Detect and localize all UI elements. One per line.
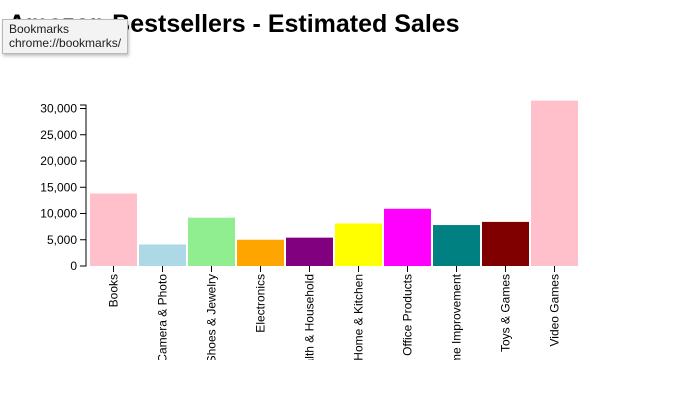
x-tick-label: Books — [107, 274, 121, 307]
bar-camera-photo[interactable] — [139, 244, 186, 266]
y-tick-label: 15,000 — [40, 180, 77, 194]
x-tick-label: Toys & Games — [499, 274, 513, 352]
x-tick-label: Camera & Photo — [156, 274, 170, 363]
y-tick-label: 0 — [70, 259, 77, 273]
bar-toys-games[interactable] — [482, 221, 529, 266]
x-axis: Books Camera & Photo Clothing, Shoes & Jew… — [107, 266, 562, 414]
bar-books[interactable] — [90, 193, 137, 266]
y-tick-label: 30,000 — [40, 102, 77, 116]
tooltip-url: chrome://bookmarks/ — [9, 36, 122, 50]
y-tick-label: 5,000 — [47, 233, 77, 247]
tooltip-title: Bookmarks — [9, 22, 70, 36]
bookmarks-tooltip: Bookmarks chrome://bookmarks/ — [2, 19, 129, 54]
bar-video-games[interactable] — [531, 100, 578, 266]
y-axis: 0 5,000 10,000 15,000 20,000 25,000 30,000 — [40, 102, 87, 273]
y-tick-label: 25,000 — [40, 128, 77, 142]
x-tick-label: Health & Household — [303, 274, 317, 381]
bars-group — [90, 100, 578, 266]
y-tick-label: 10,000 — [40, 207, 77, 221]
y-axis-line — [80, 104, 87, 267]
bar-office-products[interactable] — [384, 208, 431, 266]
x-tick-label: Electronics — [254, 274, 268, 333]
bar-home-improvement[interactable] — [433, 225, 480, 266]
x-tick-label: Clothing, Shoes & Jewelry — [205, 274, 219, 414]
x-tick-label: Home & Kitchen — [352, 274, 366, 361]
y-tick-label: 20,000 — [40, 154, 77, 168]
x-tick-label: Home Improvement — [450, 273, 464, 379]
bar-home-kitchen[interactable] — [335, 223, 382, 266]
x-tick-label: Video Games — [548, 274, 562, 347]
x-tick-label: Office Products — [401, 274, 415, 356]
bar-clothing-shoes-jewelry[interactable] — [188, 217, 235, 266]
bar-health-household[interactable] — [286, 237, 333, 266]
bar-electronics[interactable] — [237, 239, 284, 266]
